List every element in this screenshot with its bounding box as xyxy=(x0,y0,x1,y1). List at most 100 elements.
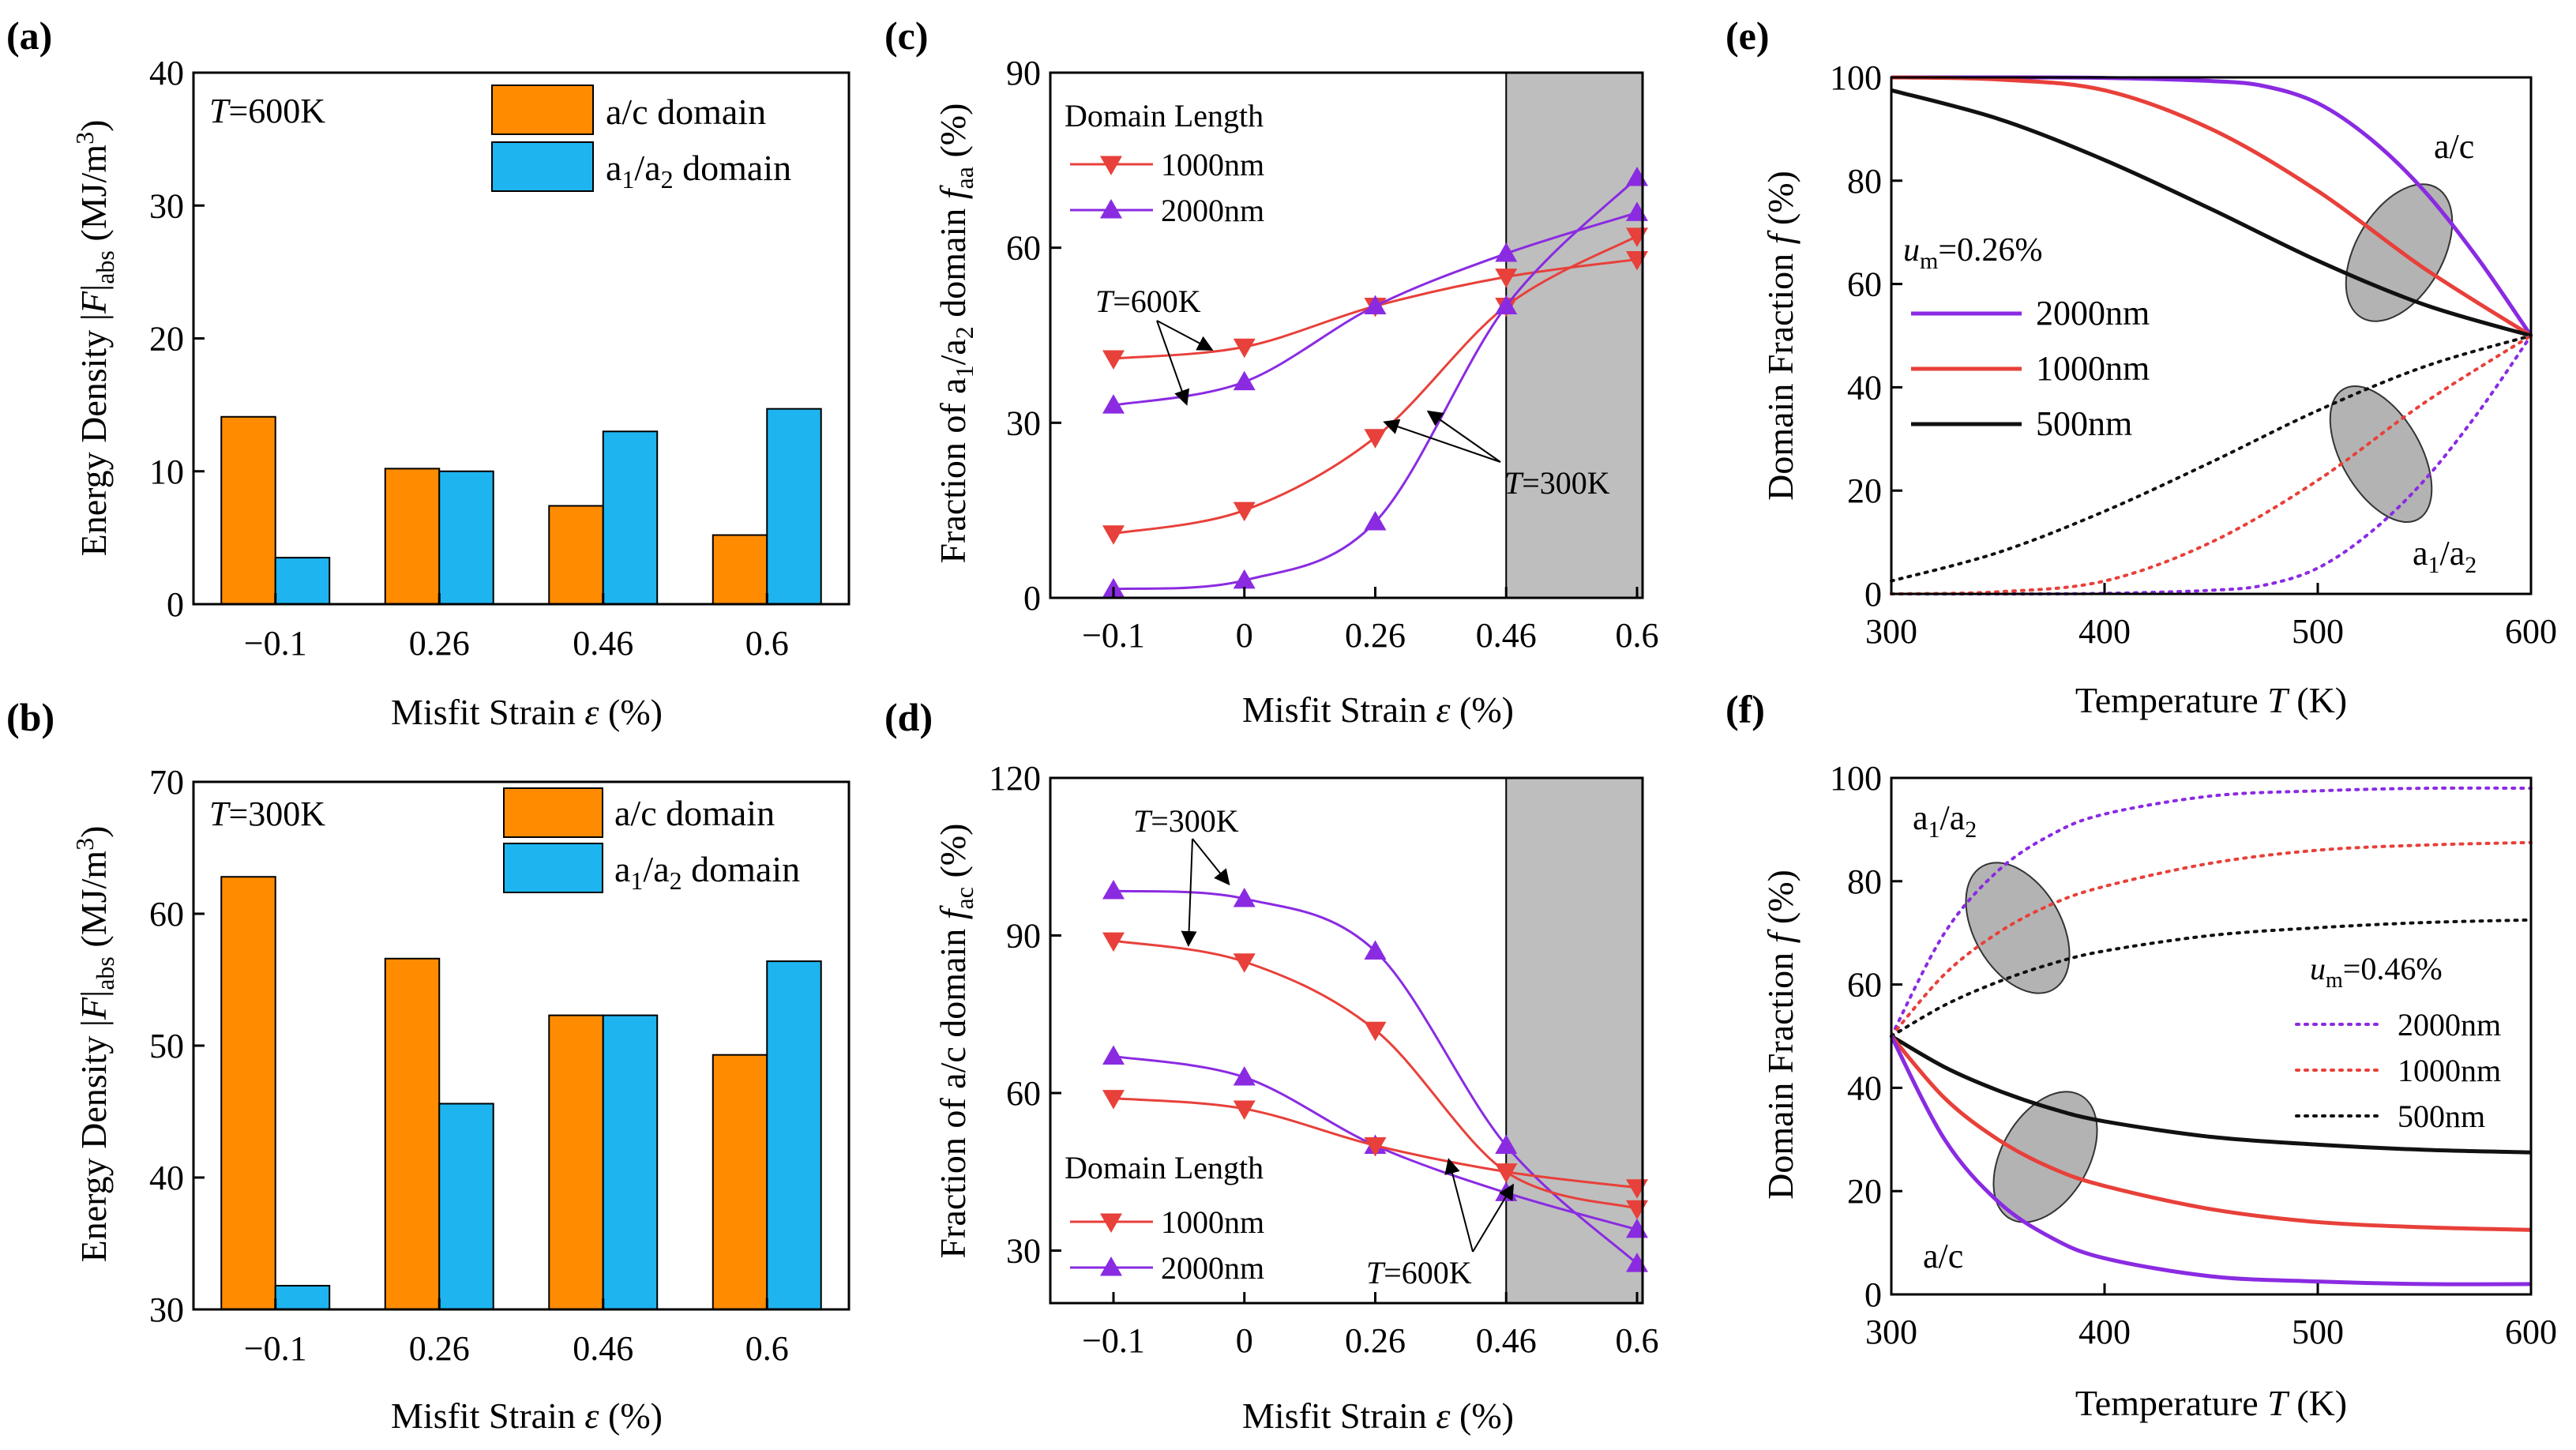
x-tick-label-d-1: 0 xyxy=(1236,1321,1253,1360)
legend-label-c-0: 1000nm xyxy=(1161,147,1264,182)
y-tick-label-f-0: 0 xyxy=(1864,1275,1882,1314)
panel-d-y-label: Fraction of a/c domain fac (%) xyxy=(933,824,978,1259)
panel-c-x-ticks: −0.1 0 0.26 0.46 0.6 xyxy=(1082,587,1659,655)
panel-c-y-ticks: 0 30 60 90 xyxy=(1006,54,1061,618)
y-tick-label-a-3: 30 xyxy=(149,186,184,225)
marker-c-2-1 xyxy=(1233,501,1256,522)
marker-c-3-3 xyxy=(1495,295,1518,315)
panel-f-legend: 2000nm 1000nm 500nm xyxy=(2295,1007,2501,1134)
y-tick-label-a-2: 20 xyxy=(149,320,184,359)
panel-a-legend-swatch-a1a2 xyxy=(491,141,594,192)
bar-b-0-1 xyxy=(274,1284,331,1310)
panel-c-legend: Domain Length 1000nm 2000nm xyxy=(1065,98,1264,228)
x-tick-label-b-0: −0.1 xyxy=(244,1329,307,1368)
panel-e-label: (e) xyxy=(1725,13,1770,58)
panel-f-param-label: um=0.46% xyxy=(2310,951,2443,993)
panel-b-bars xyxy=(220,876,822,1311)
panel-f-x-ticks: 300 400 500 600 xyxy=(1865,1283,2557,1351)
panel-e-group-label-a1a2: a1/a2 xyxy=(2413,534,2476,578)
bar-b-3-0 xyxy=(712,1054,768,1310)
panel-b-legend: a/c domain a1/a2 domain xyxy=(503,787,800,895)
line-f-3 xyxy=(1890,1034,2532,1155)
marker-d-1-0 xyxy=(1102,932,1125,952)
y-tick-label-e-3: 60 xyxy=(1847,265,1882,304)
panel-c-annotation-600: T=600K xyxy=(1095,284,1214,406)
marker-c-3-1 xyxy=(1233,569,1256,589)
legend-label-f-2: 500nm xyxy=(2398,1099,2485,1134)
panel-c-frame xyxy=(1049,71,1644,599)
panel-f-y-label: Domain Fraction f (%) xyxy=(1760,870,1801,1200)
panel-d-frame xyxy=(1049,776,1644,1305)
bar-a-1-1 xyxy=(438,470,494,605)
bar-b-2-0 xyxy=(548,1014,604,1310)
panel-a-legend-label-ac: a/c domain xyxy=(606,92,766,132)
marker-c-1-0 xyxy=(1102,394,1125,414)
bar-b-2-1 xyxy=(602,1014,659,1310)
panel-c-arrow-600-a xyxy=(1156,320,1214,351)
x-tick-label-f-0: 300 xyxy=(1865,1313,1917,1351)
panel-a-x-ticks: −0.1 0.26 0.46 0.6 xyxy=(244,593,789,663)
panel-b-legend-label-a1a2: a1/a2 domain xyxy=(614,849,800,895)
bar-a-1-0 xyxy=(384,468,441,606)
panel-b-legend-swatch-a1a2 xyxy=(503,843,603,893)
x-tick-label-f-3: 600 xyxy=(2505,1313,2557,1351)
legend-label-e-1: 1000nm xyxy=(2036,349,2150,388)
x-tick-label-f-1: 400 xyxy=(2078,1313,2131,1351)
marker-d-0-1 xyxy=(1233,887,1256,907)
y-tick-label-e-5: 100 xyxy=(1830,58,1882,97)
y-tick-label-b-4: 70 xyxy=(149,763,184,802)
panel-d-lines xyxy=(1102,879,1648,1272)
panel-c-x-label: Misfit Strain ε (%) xyxy=(1242,689,1514,730)
panel-d-arrow-300-b xyxy=(1181,838,1197,947)
panel-c: (c) 0 30 60 90 −0.1 0 0.26 0.46 0.6 Domain Leng… xyxy=(884,13,1659,730)
y-tick-label-d-1: 60 xyxy=(1006,1074,1041,1113)
panel-e-frame xyxy=(1890,76,2533,595)
marker-d-2-1 xyxy=(1233,1066,1256,1086)
bar-a-2-0 xyxy=(548,505,604,605)
panel-a-y-ticks: 0 10 20 30 40 xyxy=(149,54,205,624)
marker-c-1-2 xyxy=(1364,295,1387,315)
panel-b: (b) 30 40 50 60 70 −0.1 0.26 0.46 0.6 T=300K a/… xyxy=(6,695,851,1436)
panel-d-annotation-600: T=600K xyxy=(1366,1158,1515,1290)
x-tick-label-d-2: 0.26 xyxy=(1345,1321,1406,1360)
panel-b-temp-label: T=300K xyxy=(209,794,325,833)
legend-label-d-1: 2000nm xyxy=(1161,1250,1264,1286)
legend-marker-c-1 xyxy=(1100,199,1122,219)
marker-c-0-1 xyxy=(1233,338,1256,359)
panel-c-legend-title: Domain Length xyxy=(1065,98,1264,133)
marker-d-0-0 xyxy=(1102,879,1125,900)
x-tick-label-e-2: 500 xyxy=(2292,612,2344,651)
panel-b-x-ticks: −0.1 0.26 0.46 0.6 xyxy=(244,1298,789,1368)
marker-c-1-3 xyxy=(1495,242,1518,262)
panel-d-arrow-300-a xyxy=(1192,838,1230,886)
bar-a-3-1 xyxy=(766,408,822,605)
x-tick-label-c-3: 0.46 xyxy=(1476,616,1537,655)
y-tick-label-b-3: 60 xyxy=(149,895,184,933)
line-f-2 xyxy=(1890,918,2533,1038)
panel-e-y-ticks: 0 20 40 60 80 100 xyxy=(1830,58,1902,614)
bar-a-2-1 xyxy=(602,430,659,606)
marker-c-2-2 xyxy=(1364,429,1387,449)
panel-d-arrow-600-a xyxy=(1444,1158,1474,1253)
marker-d-3-1 xyxy=(1233,1100,1256,1120)
panel-f-x-label: Temperature T (K) xyxy=(2075,1383,2347,1423)
y-tick-label-e-2: 40 xyxy=(1847,368,1882,407)
panel-c-y-label: Fraction of a1/a2 domain faa (%) xyxy=(933,103,978,564)
panel-a-label: (a) xyxy=(6,13,52,58)
panel-d-annotation-600-text: T=600K xyxy=(1366,1255,1472,1290)
y-tick-label-c-3: 90 xyxy=(1006,54,1041,92)
panel-d: (d) 30 60 90 120 −0.1 0 0.26 0.46 0.6 Domain Le… xyxy=(884,695,1659,1436)
panel-d-arrow-600-b xyxy=(1472,1183,1515,1253)
y-tick-label-c-1: 30 xyxy=(1006,404,1041,442)
line-c-3 xyxy=(1113,176,1639,591)
panel-e-x-ticks: 300 400 500 600 xyxy=(1865,583,2557,651)
panel-b-label: (b) xyxy=(6,695,54,739)
bar-b-3-1 xyxy=(766,960,822,1310)
panel-d-x-label: Misfit Strain ε (%) xyxy=(1242,1396,1514,1436)
marker-d-3-0 xyxy=(1102,1090,1125,1110)
panel-f-group-label-a1a2: a1/a2 xyxy=(1913,798,1977,843)
marker-d-1-2 xyxy=(1364,1021,1387,1042)
legend-marker-d-0 xyxy=(1100,1213,1122,1233)
